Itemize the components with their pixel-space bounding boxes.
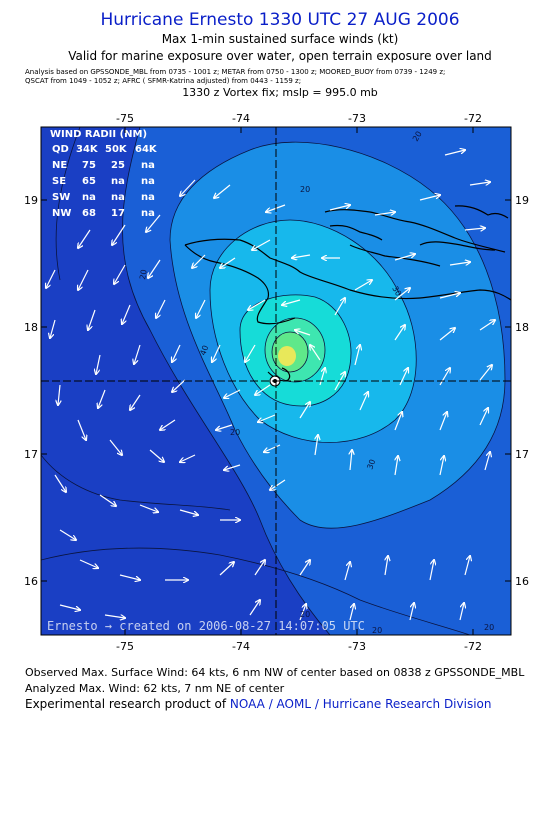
contour-label: 20 [411,130,424,143]
wind-radii-34k: 68 [82,208,96,219]
wind-radii-col-50k: 50K [105,144,128,155]
wind-field-map: 20 30 40 20 30 20 20 20 20 20 WIND RADII… [24,112,529,650]
contour-label: 20 [138,269,149,281]
lon-tick-label: -72 [464,112,482,125]
contour-label: 30 [390,285,403,298]
hrd-link[interactable]: NOAA / AOML / Hurricane Research Divisio… [229,697,492,711]
chart-subtitle: Max 1-min sustained surface winds (kt) [161,32,399,46]
lon-tick-label: -74 [232,112,250,125]
wind-radii-34k: na [82,192,96,203]
lat-tick-label: 16 [24,575,38,588]
contour-label: 20 [230,428,240,437]
longitude-tick-labels: -75 -74 -73 -72 -75 -74 -73 -72 [116,112,482,650]
analysis-sources-line-2: QSCAT from 1049 - 1052 z; AFRC ( SFMR-Ka… [25,77,302,85]
contour-label: 20 [300,185,310,194]
wind-radii-50k: 17 [111,208,125,219]
contour-label: 30 [365,458,377,471]
wind-radii-qd: SE [52,176,66,187]
wind-vectors [46,150,495,620]
experimental-prefix: Experimental research product of [25,697,230,711]
axis-ticks [41,127,511,635]
wind-radii-34k: 75 [82,160,96,171]
wind-radii-64k: na [141,160,155,171]
wind-radii-header: WIND RADII (NM) [50,129,147,140]
contour-labels: 20 30 40 20 30 20 20 20 20 20 [138,130,494,635]
wind-radii-50k: na [111,176,125,187]
wind-radii-50k: 25 [111,160,125,171]
lon-tick-label: -73 [348,112,366,125]
contour-label: 20 [372,626,382,635]
wind-radii-qd: SW [52,192,70,203]
chart-subtitle-2: Valid for marine exposure over water, op… [68,49,492,63]
observed-max-wind: Observed Max. Surface Wind: 64 kts, 6 nm… [25,666,525,679]
lon-tick-label: -75 [116,112,134,125]
chart-title: Hurricane Ernesto 1330 UTC 27 AUG 2006 [100,10,460,30]
wind-radii-34k: 65 [82,176,96,187]
credit-line: Ernesto → created on 2006-08-27 14:07:05… [47,619,365,633]
analysis-sources-line-1: Analysis based on GPSSONDE_MBL from 0735… [25,68,446,76]
lon-tick-label: -75 [116,640,134,650]
wind-radii-50k: na [111,192,125,203]
wind-radii-64k: na [141,208,155,219]
lat-tick-label: 17 [515,448,529,461]
lat-tick-label: 16 [515,575,529,588]
lat-tick-label: 18 [515,321,529,334]
latitude-tick-labels: 19 18 17 16 19 18 17 16 [24,194,529,588]
band-max [278,346,296,366]
wind-radii-64k: na [141,176,155,187]
contour-label: 40 [198,344,210,357]
lon-tick-label: -74 [232,640,250,650]
experimental-credit: Experimental research product of NOAA / … [25,697,491,711]
wind-radii-64k: na [141,192,155,203]
plot-frame [40,126,512,636]
lon-tick-label: -73 [348,640,366,650]
wind-radii-table: WIND RADII (NM) QD 34K 50K 64K NE 75 25 … [50,129,158,219]
coastlines [184,205,511,382]
wind-radii-qd: NW [52,208,71,219]
analyzed-max-wind: Analyzed Max. Wind: 62 kts, 7 nm NE of c… [25,682,285,695]
lat-tick-label: 17 [24,448,38,461]
plot-area: 20 30 40 20 30 20 20 20 20 20 WIND RADII… [41,127,511,635]
lat-tick-label: 19 [24,194,38,207]
vortex-fix: 1330 z Vortex fix; mslp = 995.0 mb [182,86,378,99]
wind-radii-col-64k: 64K [135,144,158,155]
contour-label: 20 [300,610,310,619]
lat-tick-label: 18 [24,321,38,334]
wind-radii-col-qd: QD [52,144,69,155]
wind-radii-qd: NE [52,160,67,171]
lon-tick-label: -72 [464,640,482,650]
contour-label: 20 [484,623,494,632]
wind-radii-col-34k: 34K [76,144,99,155]
lat-tick-label: 19 [515,194,529,207]
